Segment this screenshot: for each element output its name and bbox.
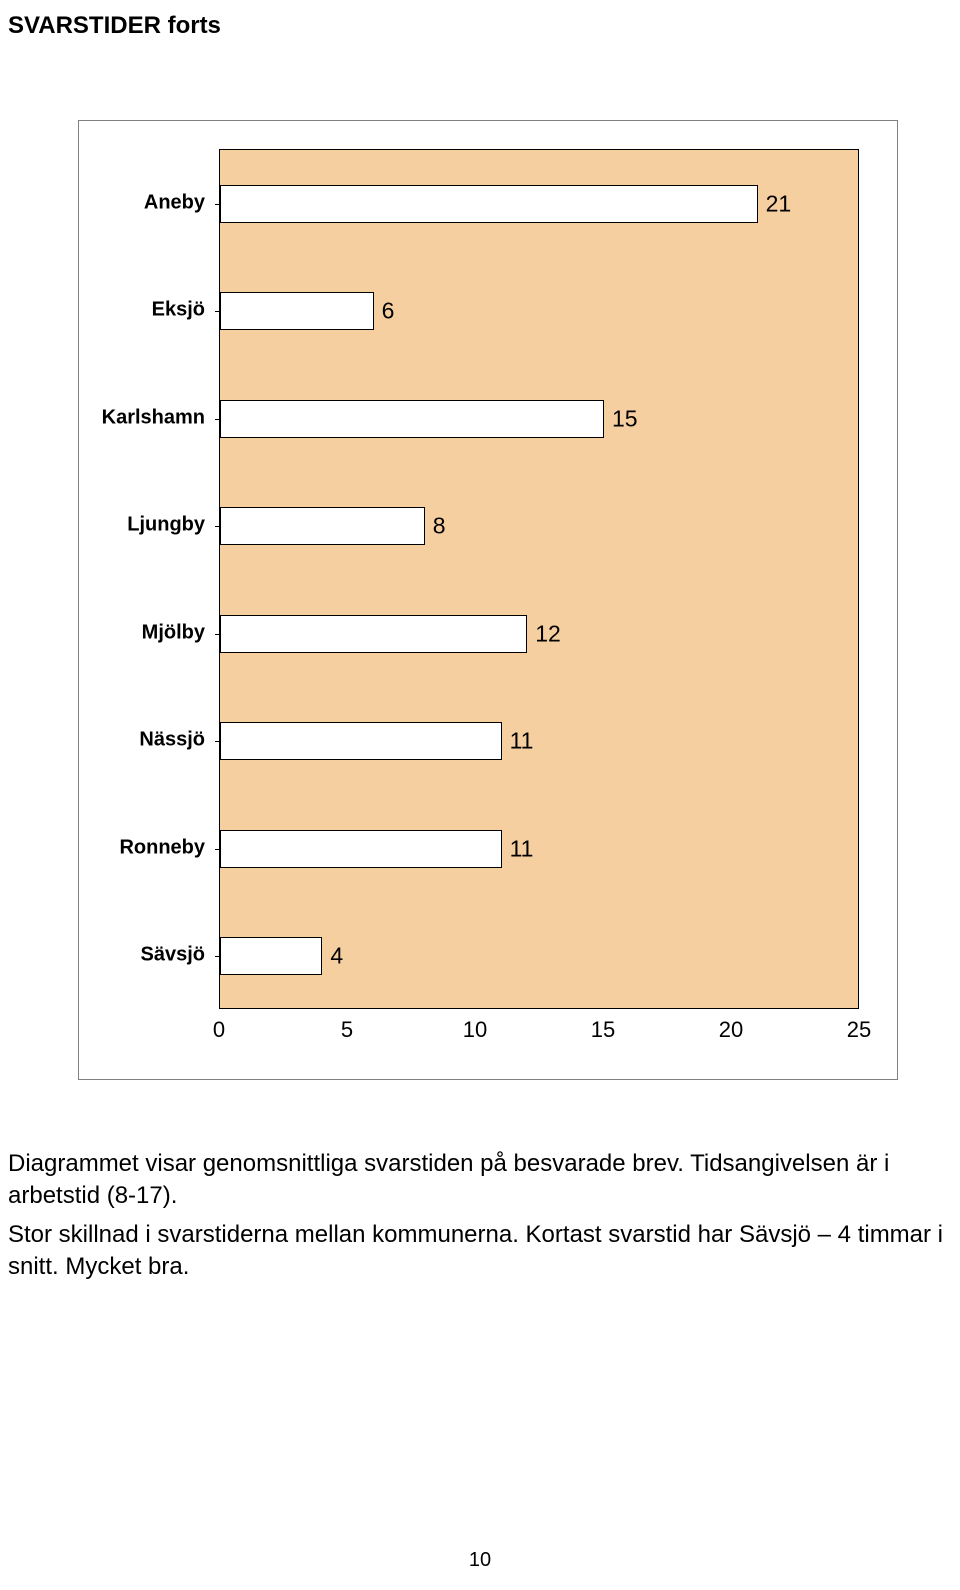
y-axis-label: Nässjö: [79, 729, 211, 752]
chart-y-labels: Aneby Eksjö Karlshamn Ljungby Mjölby Nässjö Ro…: [79, 149, 211, 1009]
page: SVARSTIDER forts 21 6 15 8 12 11 11 4 Aneby Eksj…: [0, 0, 960, 1590]
y-axis-label: Mjölby: [79, 621, 211, 644]
chart-plot-area: 21 6 15 8 12 11 11 4: [219, 149, 859, 1009]
bar-value-label: 15: [612, 405, 638, 432]
y-axis-label: Eksjö: [79, 299, 211, 322]
bar-value-label: 6: [382, 298, 395, 325]
chart-bar: [220, 615, 527, 653]
caption-p1: Diagrammet visar genomsnittliga svarstid…: [8, 1148, 952, 1213]
chart-container: 21 6 15 8 12 11 11 4 Aneby Eksjö Karlshamn Ljungby…: [78, 120, 898, 1080]
chart-bar: [220, 937, 322, 975]
y-axis-label: Ljungby: [79, 514, 211, 537]
page-number: 10: [0, 1549, 960, 1572]
x-axis-label: 10: [463, 1017, 487, 1043]
bar-value-label: 11: [510, 835, 534, 862]
chart-bar: [220, 722, 502, 760]
x-axis-label: 15: [591, 1017, 615, 1043]
chart-bar: [220, 830, 502, 868]
chart-x-labels: 0510152025: [219, 1013, 859, 1053]
chart-bar: [220, 400, 604, 438]
caption-p2: Stor skillnad i svarstiderna mellan komm…: [8, 1219, 952, 1284]
bar-value-label: 12: [535, 620, 561, 647]
x-axis-label: 5: [341, 1017, 353, 1043]
caption-block: Diagrammet visar genomsnittliga svarstid…: [8, 1148, 952, 1290]
page-title: SVARSTIDER forts: [8, 12, 221, 40]
x-axis-label: 20: [719, 1017, 743, 1043]
y-axis-label: Sävsjö: [79, 944, 211, 967]
y-axis-label: Aneby: [79, 191, 211, 214]
bar-value-label: 11: [510, 728, 534, 755]
x-axis-label: 0: [213, 1017, 225, 1043]
bar-value-label: 21: [766, 190, 792, 217]
bar-value-label: 4: [330, 943, 343, 970]
bar-value-label: 8: [433, 513, 446, 540]
y-axis-label: Karlshamn: [79, 406, 211, 429]
x-axis-label: 25: [847, 1017, 871, 1043]
y-axis-label: Ronneby: [79, 836, 211, 859]
chart-bar: [220, 292, 374, 330]
chart-bar: [220, 185, 758, 223]
chart-bar: [220, 507, 425, 545]
